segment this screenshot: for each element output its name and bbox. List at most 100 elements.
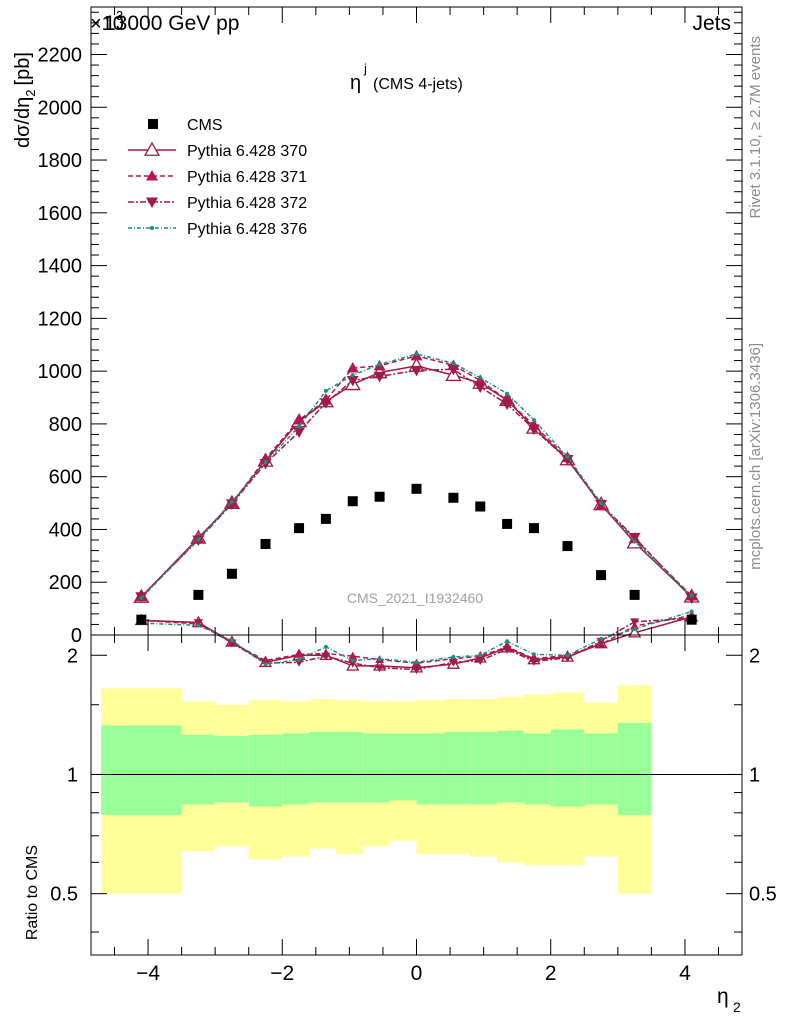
- legend-label: CMS: [187, 117, 223, 134]
- y-tick-label: 2000: [38, 97, 83, 119]
- cms-data-point: [193, 589, 204, 600]
- marker-dot: [632, 626, 637, 631]
- band-inner-bin: [215, 736, 249, 803]
- marker-dot: [323, 644, 328, 649]
- ylabel-top: dσ/dη: [12, 97, 34, 148]
- y-tick-label: 800: [49, 414, 82, 436]
- marker-triangle-down: [529, 658, 539, 666]
- cms-data-point: [448, 492, 459, 503]
- band-inner-bin: [470, 732, 498, 805]
- cms-data-point: [475, 501, 486, 512]
- cms-data-point: [347, 496, 358, 507]
- header-left: 13000 GeV pp: [104, 12, 239, 35]
- title-sup: j: [363, 61, 367, 76]
- y-tick-label: 0: [71, 625, 82, 647]
- marker-dot: [263, 662, 268, 667]
- marker-dot: [565, 653, 570, 658]
- marker-triangle-down: [595, 499, 608, 511]
- marker-dot: [263, 460, 268, 465]
- marker-dot: [350, 373, 355, 378]
- cms-data-point: [596, 570, 607, 581]
- band-inner-bin: [362, 733, 390, 803]
- band-inner-bin: [550, 729, 585, 807]
- ratio-tick-label-right: 1: [749, 764, 760, 786]
- marker-dot: [632, 539, 637, 544]
- marker-triangle-down: [448, 658, 458, 667]
- marker-dot: [350, 658, 355, 663]
- cms-data-point: [226, 568, 237, 579]
- x-axis-title: η 2: [717, 985, 741, 1015]
- band-inner-bin: [617, 722, 652, 815]
- cms-data-point: [136, 614, 147, 625]
- marker-triangle-up: [346, 361, 359, 373]
- marker-triangle-down: [412, 666, 421, 675]
- svg-text:dσ/dη2[pb]: dσ/dη2 [pb]: [12, 52, 38, 148]
- top-panel-frame: [90, 6, 743, 636]
- ratio-tick-label-right: 0.5: [749, 884, 777, 906]
- y-tick-label: 1600: [38, 203, 83, 225]
- legend: CMS Pythia 6.428 370 Pythia 6.428 371 Pythi…: [128, 117, 307, 238]
- marker-triangle-down: [410, 365, 423, 377]
- chart-title: η j (CMS 4-jets): [350, 61, 463, 94]
- marker-triangle-down: [346, 375, 359, 387]
- x-tick-label: −2: [270, 962, 294, 985]
- marker-dot: [414, 351, 419, 356]
- cms-data-point: [528, 523, 539, 534]
- y-tick-label: 1200: [38, 308, 83, 330]
- marker-triangle-down: [561, 455, 574, 466]
- legend-label: Pythia 6.428 370: [187, 143, 307, 160]
- side-mcplots: mcplots.cern.ch [arXiv:1306.3436]: [747, 343, 764, 570]
- y-tick-label: 2200: [38, 44, 83, 66]
- ratio-tick-label: 1: [67, 764, 78, 786]
- marker-triangle-down: [685, 593, 698, 605]
- marker-triangle-down: [193, 619, 203, 627]
- band-inner-bin: [335, 732, 363, 803]
- band-inner-bin: [282, 733, 310, 805]
- marker-dot: [196, 623, 201, 628]
- ratio-uncertainty-bands: [91, 685, 742, 894]
- band-inner-bin: [443, 732, 471, 805]
- band-inner-bin: [389, 733, 417, 801]
- marker-dot: [150, 226, 154, 230]
- marker-dot: [599, 636, 604, 641]
- exponent-prefix: ×10: [90, 13, 124, 35]
- y-axis-title-bottom: Ratio to CMS: [24, 845, 41, 940]
- marker-dot: [478, 375, 483, 380]
- marker-triangle-down: [294, 658, 304, 667]
- band-inner-bin: [497, 730, 524, 803]
- marker-dot: [229, 499, 234, 504]
- marker-triangle-open: [143, 141, 161, 156]
- marker-dot: [323, 388, 328, 393]
- marker-dot: [531, 417, 536, 422]
- marker-dot: [505, 639, 510, 644]
- y-tick-label: 600: [49, 467, 82, 489]
- marker-dot: [689, 609, 694, 614]
- axes-layer: −4 −2 0 2 4020040060080010001200140016001800…: [38, 6, 777, 985]
- legend-marker-cms: [148, 119, 158, 129]
- marker-dot: [297, 657, 302, 662]
- marker-triangle-down: [563, 654, 573, 663]
- series-line: [140, 368, 693, 599]
- cms-data-point: [294, 523, 305, 534]
- marker-triangle-down: [628, 532, 641, 544]
- marker-dot: [565, 454, 570, 459]
- series-line: [140, 353, 693, 599]
- marker-triangle-down: [502, 645, 512, 654]
- band-inner-bin: [309, 732, 336, 803]
- marker-triangle-down: [501, 399, 514, 411]
- y-tick-label: 1400: [38, 256, 83, 278]
- marker-dot: [196, 537, 201, 542]
- marker-triangle-down: [375, 664, 385, 673]
- band-inner-bin: [248, 734, 283, 807]
- y-axis-title-top: dσ/dη2 [pb]: [12, 52, 38, 148]
- marker-triangle-down: [225, 499, 238, 510]
- marker-triangle-down: [475, 657, 485, 665]
- marker-triangle-down: [348, 659, 358, 668]
- marker-dot: [139, 596, 144, 601]
- marker-dot: [531, 652, 536, 657]
- marker-triangle-up: [293, 413, 306, 425]
- marker-dot: [377, 362, 382, 367]
- marker-dot: [451, 654, 456, 659]
- watermark: CMS_2021_I1932460: [347, 590, 483, 606]
